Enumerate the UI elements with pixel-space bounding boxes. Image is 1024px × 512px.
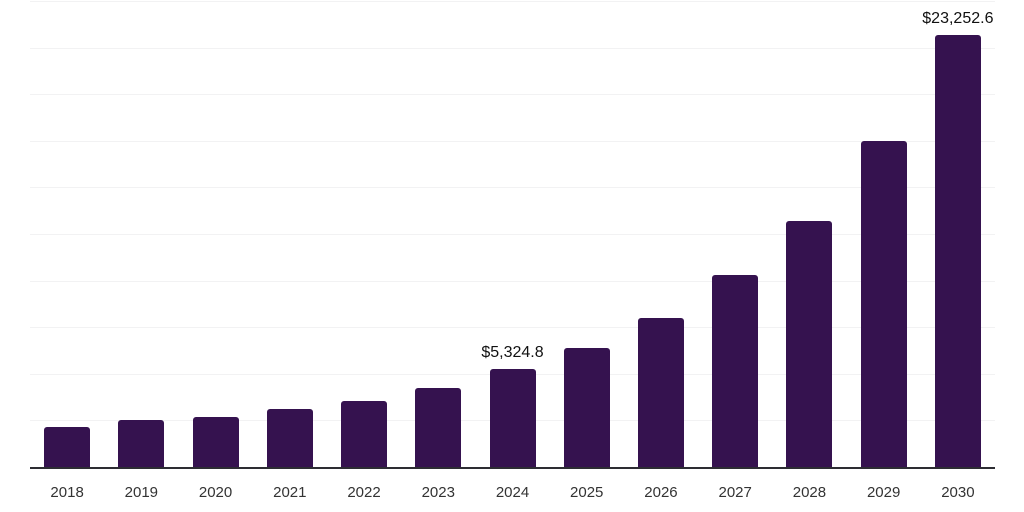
gridline xyxy=(30,280,995,282)
bar-2024 xyxy=(489,368,536,468)
x-tick-label-2022: 2022 xyxy=(347,484,381,501)
gridline xyxy=(30,1,995,2)
gridline xyxy=(30,140,995,142)
bar-2021 xyxy=(266,409,313,468)
x-tick-label-2030: 2030 xyxy=(941,484,975,501)
bar-2026 xyxy=(637,318,684,468)
gridline xyxy=(30,234,995,235)
x-tick-label-2018: 2018 xyxy=(50,484,84,501)
x-tick-label-2029: 2029 xyxy=(866,484,901,501)
x-tick-label-2021: 2021 xyxy=(273,484,307,501)
gridline xyxy=(30,187,995,189)
bar-2025 xyxy=(563,347,610,468)
x-tick-label-2026: 2026 xyxy=(644,484,678,501)
bar-2027 xyxy=(712,275,759,468)
gridline xyxy=(30,327,995,329)
x-tick-label-2019: 2019 xyxy=(124,484,159,501)
gridline xyxy=(30,47,995,49)
bar-2019 xyxy=(118,420,165,468)
x-tick-label-2023: 2023 xyxy=(421,484,455,501)
x-tick-label-2024: 2024 xyxy=(495,484,530,501)
bar-2029 xyxy=(860,141,907,468)
bar-2020 xyxy=(192,416,239,468)
bar-2030 xyxy=(934,34,981,468)
plot-area: $5,324.8 $23,252.6 xyxy=(30,0,995,469)
gridline xyxy=(30,94,995,96)
bar-2022 xyxy=(341,400,388,468)
bar-value-label-2030: $23,252.6 xyxy=(922,9,994,27)
bar-2028 xyxy=(786,220,833,468)
x-tick-label-2025: 2025 xyxy=(570,484,604,501)
x-axis-line xyxy=(30,467,995,469)
bar-2018 xyxy=(44,427,91,468)
x-tick-label-2027: 2027 xyxy=(718,484,752,501)
bar-2023 xyxy=(415,387,462,468)
x-tick-label-2028: 2028 xyxy=(792,484,827,501)
x-axis-tick-labels: 2018 2019 2020 2021 2022 2023 2024 2025 2026 2027… xyxy=(30,484,995,506)
x-tick-label-2020: 2020 xyxy=(198,484,233,501)
bar-value-label-2024: $5,324.8 xyxy=(481,343,544,361)
